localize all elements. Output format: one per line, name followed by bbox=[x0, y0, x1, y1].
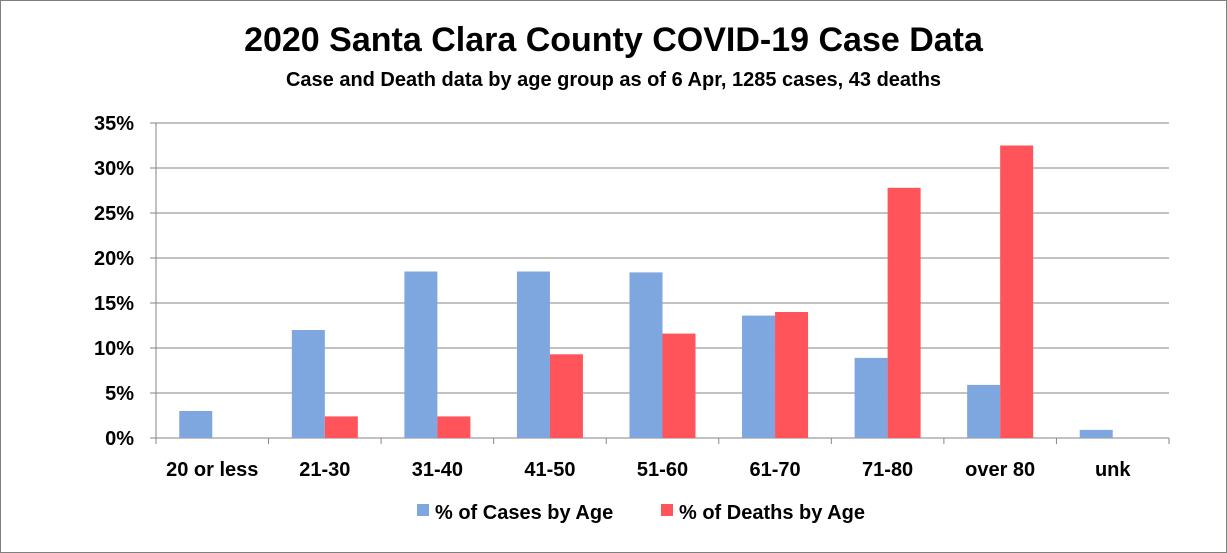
y-tick-label: 30% bbox=[94, 158, 134, 180]
cases-bar bbox=[742, 315, 776, 438]
y-tick-label: 20% bbox=[94, 248, 134, 270]
x-tick-label: 21-30 bbox=[299, 459, 350, 481]
chart-subtitle: Case and Death data by age group as of 6… bbox=[285, 69, 942, 91]
deaths-bar bbox=[1000, 145, 1034, 438]
legend-label-cases: % of Cases by Age bbox=[435, 502, 613, 524]
x-tick-label: 20 or less bbox=[166, 459, 258, 481]
cases-bar bbox=[967, 384, 1001, 438]
y-tick-label: 0% bbox=[105, 428, 134, 450]
legend-swatch-deaths bbox=[661, 504, 673, 516]
x-tick-label: unk bbox=[1095, 459, 1131, 481]
y-tick-label: 15% bbox=[94, 293, 134, 315]
y-tick-label: 5% bbox=[105, 383, 134, 405]
x-tick-label: 61-70 bbox=[749, 459, 800, 481]
cases-bar bbox=[854, 357, 888, 438]
chart-title: 2020 Santa Clara County COVID-19 Case Da… bbox=[244, 21, 983, 59]
cases-bar bbox=[516, 271, 550, 438]
legend-label-deaths: % of Deaths by Age bbox=[679, 502, 865, 524]
legend-swatch-cases bbox=[417, 504, 429, 516]
cases-bar bbox=[629, 272, 663, 438]
x-tick-label: 71-80 bbox=[862, 459, 913, 481]
x-tick-label: 51-60 bbox=[637, 459, 688, 481]
deaths-bar bbox=[324, 416, 358, 438]
cases-bar bbox=[291, 330, 325, 438]
cases-bar bbox=[404, 271, 438, 438]
cases-bar bbox=[1079, 429, 1113, 438]
y-tick-label: 35% bbox=[94, 113, 134, 135]
deaths-bar bbox=[887, 187, 921, 438]
deaths-bar bbox=[662, 333, 696, 438]
x-tick-label: over 80 bbox=[965, 459, 1035, 481]
y-tick-label: 10% bbox=[94, 338, 134, 360]
deaths-bar bbox=[775, 312, 809, 438]
x-tick-label: 41-50 bbox=[524, 459, 575, 481]
deaths-bar bbox=[437, 416, 471, 438]
x-tick-label: 31-40 bbox=[412, 459, 463, 481]
deaths-bar bbox=[549, 354, 583, 438]
y-tick-label: 25% bbox=[94, 203, 134, 225]
cases-bar bbox=[179, 411, 213, 438]
